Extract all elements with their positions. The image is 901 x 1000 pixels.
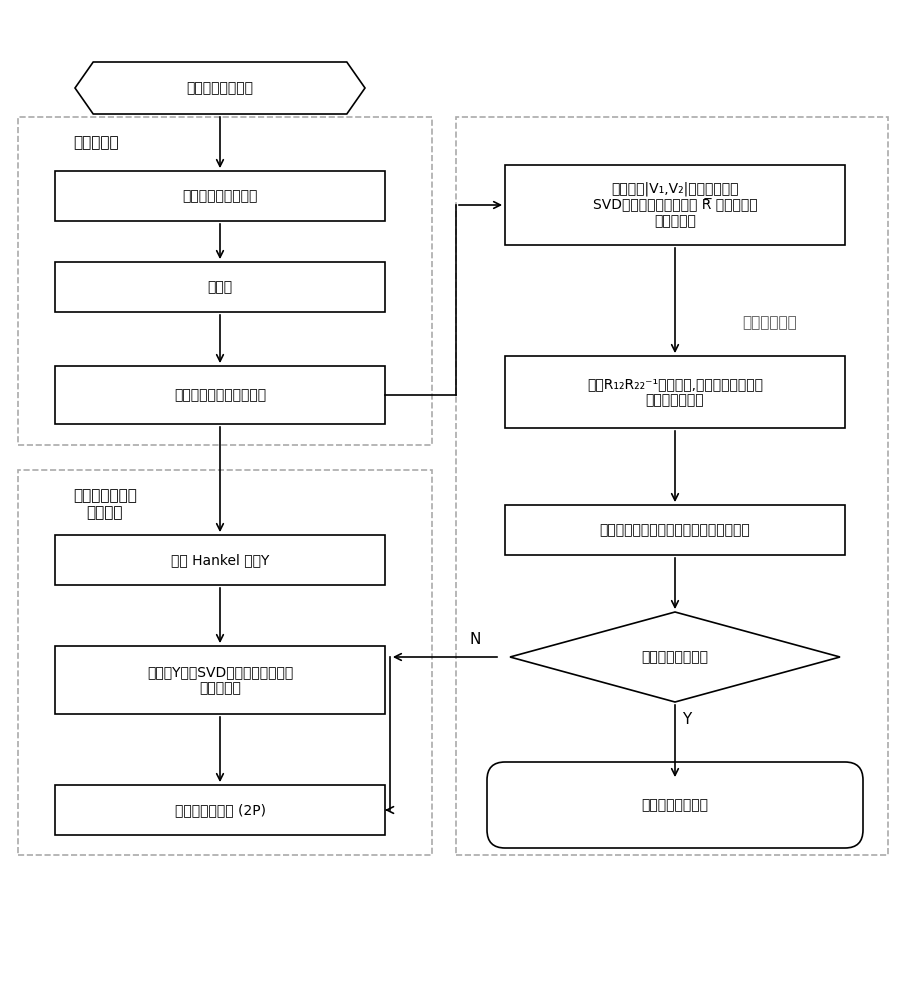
FancyBboxPatch shape [487, 762, 863, 848]
FancyBboxPatch shape [505, 356, 845, 428]
Text: 低通滤波器处理信号: 低通滤波器处理信号 [182, 189, 258, 203]
Text: 确定系统的阶数 (2P): 确定系统的阶数 (2P) [175, 803, 266, 817]
FancyBboxPatch shape [55, 535, 385, 585]
Text: 运用最小二乘法求出信号的幅值和初相角: 运用最小二乘法求出信号的幅值和初相角 [600, 523, 751, 537]
Text: 构造四阶混合平均累积量: 构造四阶混合平均累积量 [174, 388, 266, 402]
Text: 奇异值相对变化
率法定阶: 奇异值相对变化 率法定阶 [73, 488, 137, 520]
Text: N: N [469, 632, 481, 646]
Text: 信号预处理: 信号预处理 [73, 135, 119, 150]
Polygon shape [75, 62, 365, 114]
Text: 对矩阵Y进行SVD分解并定义奇异值
相对变化率: 对矩阵Y进行SVD分解并定义奇异值 相对变化率 [147, 665, 293, 695]
Text: 电网低频振荡信号: 电网低频振荡信号 [187, 81, 253, 95]
FancyBboxPatch shape [55, 366, 385, 424]
Text: Y: Y [682, 712, 692, 726]
FancyBboxPatch shape [55, 171, 385, 221]
FancyBboxPatch shape [505, 505, 845, 555]
Text: 输出低频振荡信息: 输出低频振荡信息 [642, 798, 708, 812]
FancyBboxPatch shape [55, 785, 385, 835]
FancyBboxPatch shape [505, 165, 845, 245]
Text: 计算R₁₂R₂₂⁻¹的特征值,求出信号对应的频
率以及衰减系数: 计算R₁₂R₂₂⁻¹的特征值,求出信号对应的频 率以及衰减系数 [587, 377, 763, 407]
FancyBboxPatch shape [55, 646, 385, 714]
Text: 构造矩阵|V₁,V₂|，对矩阵进行
SVD分解得到右特征向量 R̅ ，并对右特
征向量分块: 构造矩阵|V₁,V₂|，对矩阵进行 SVD分解得到右特征向量 R̅ ，并对右特 … [593, 182, 758, 228]
FancyBboxPatch shape [55, 262, 385, 312]
Text: 低频振荡辨识: 低频振荡辨识 [742, 315, 797, 330]
Text: 去均值: 去均值 [207, 280, 232, 294]
Text: 是否满足拟合要求: 是否满足拟合要求 [642, 650, 708, 664]
Text: 构造 Hankel 矩阵Y: 构造 Hankel 矩阵Y [171, 553, 269, 567]
Polygon shape [510, 612, 840, 702]
